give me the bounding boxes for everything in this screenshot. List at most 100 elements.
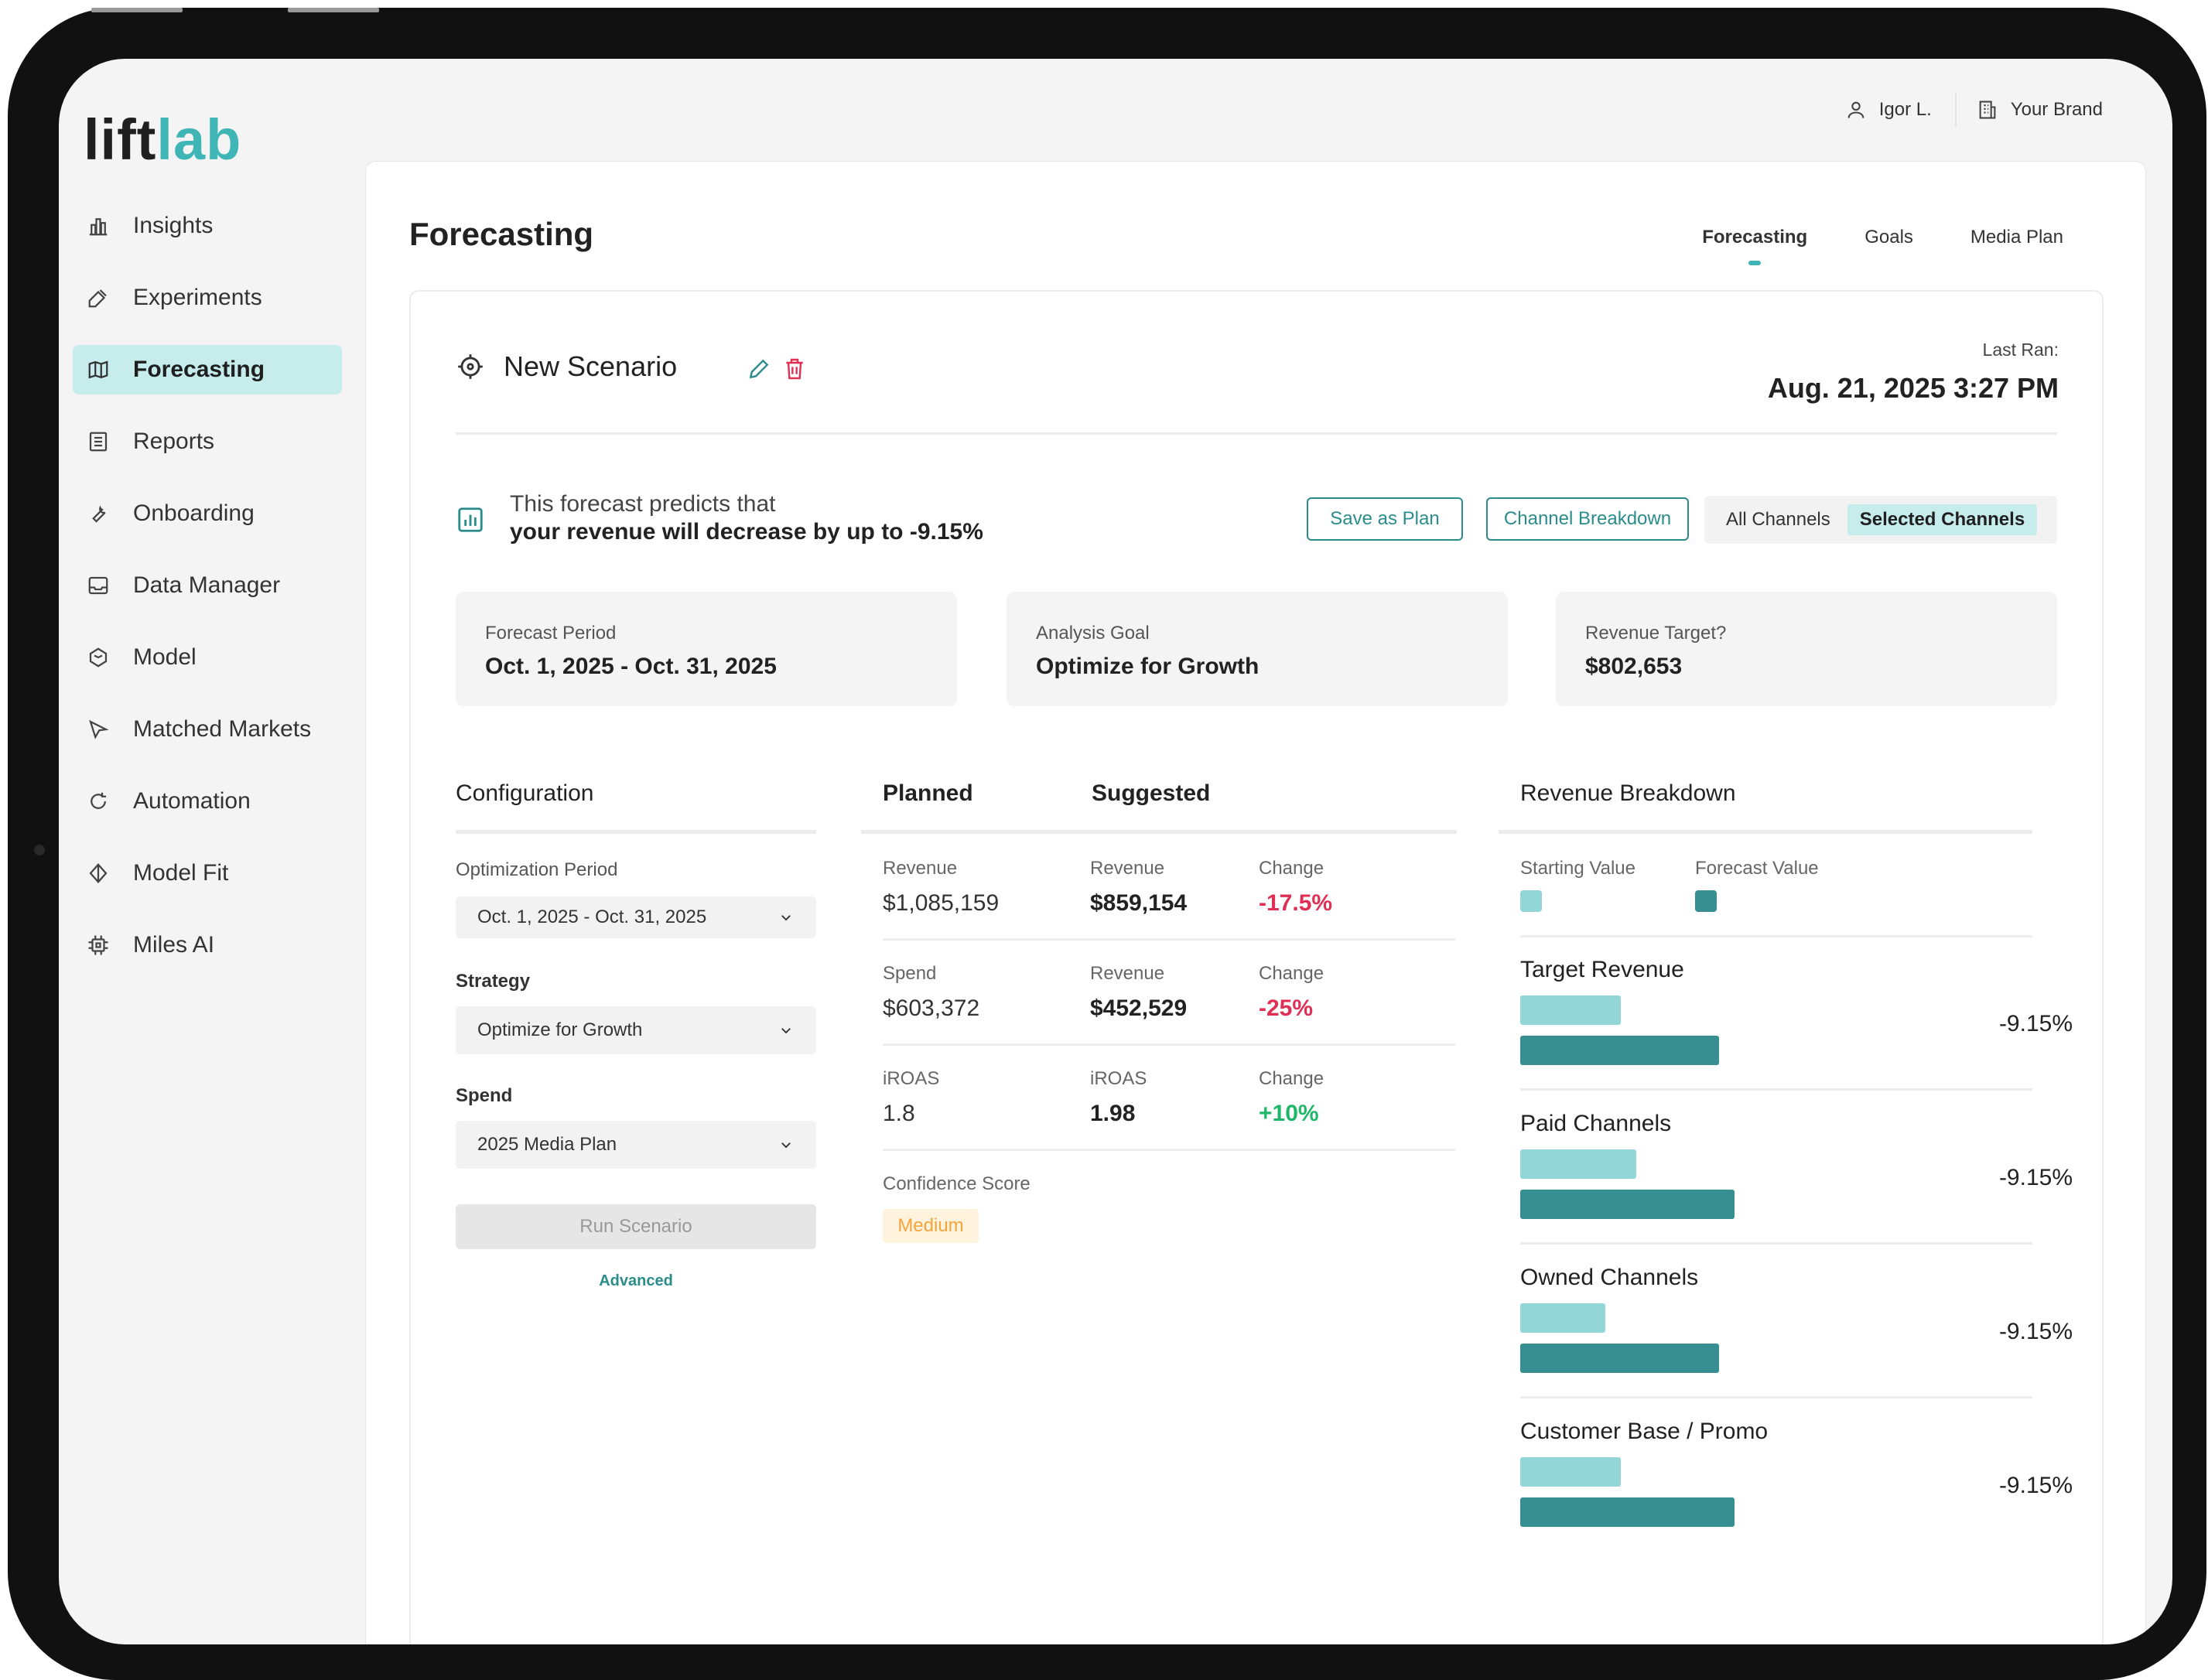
divider bbox=[1520, 1396, 2032, 1398]
suggested-spend-revenue: $452,529 bbox=[1090, 995, 1188, 1021]
sidebar-item-forecasting[interactable]: Forecasting bbox=[73, 345, 342, 394]
starting-value-bar bbox=[1520, 1303, 1605, 1333]
user-icon bbox=[1847, 101, 1864, 118]
optimization-period-label: Optimization Period bbox=[456, 859, 618, 880]
metric-label: Change bbox=[1259, 963, 1324, 984]
user-name[interactable]: Igor L. bbox=[1878, 99, 1932, 120]
sidebar-item-miles-ai[interactable]: Miles AI bbox=[73, 920, 342, 970]
sidebar-item-label: Automation bbox=[133, 788, 251, 814]
tab-media-plan[interactable]: Media Plan bbox=[1970, 227, 2063, 248]
stat-value: $802,653 bbox=[1585, 654, 1683, 679]
breakdown-item-title: Customer Base / Promo bbox=[1520, 1419, 1769, 1444]
sidebar-item-label: Experiments bbox=[133, 285, 262, 310]
metric-label: Revenue bbox=[1090, 963, 1165, 984]
starting-value-bar bbox=[1520, 1149, 1636, 1179]
stat-value: Oct. 1, 2025 - Oct. 31, 2025 bbox=[485, 654, 777, 679]
metric-label: Revenue bbox=[1090, 858, 1165, 879]
chart-icon bbox=[458, 507, 483, 532]
sidebar-item-insights[interactable]: Insights bbox=[73, 201, 342, 251]
stat-analysis-goal: Analysis Goal Optimize for Growth bbox=[1007, 592, 1508, 706]
report-icon bbox=[89, 432, 108, 452]
sidebar: Insights Experiments Forecasting Reports… bbox=[73, 201, 342, 992]
save-as-plan-button[interactable]: Save as Plan bbox=[1307, 497, 1463, 541]
stat-forecast-period: Forecast Period Oct. 1, 2025 - Oct. 31, … bbox=[456, 592, 957, 706]
planned-title: Planned bbox=[883, 780, 973, 806]
suggested-revenue: $859,154 bbox=[1090, 890, 1188, 916]
sidebar-item-label: Miles AI bbox=[133, 932, 215, 958]
configuration-title: Configuration bbox=[456, 780, 594, 806]
advanced-link[interactable]: Advanced bbox=[599, 1272, 673, 1289]
brand-switcher[interactable]: Your Brand bbox=[2010, 99, 2103, 120]
spend-select[interactable]: 2025 Media Plan bbox=[456, 1121, 816, 1169]
sidebar-item-data-manager[interactable]: Data Manager bbox=[73, 561, 342, 610]
select-value: Oct. 1, 2025 - Oct. 31, 2025 bbox=[477, 907, 707, 927]
suggested-iroas: 1.98 bbox=[1090, 1101, 1136, 1126]
sidebar-item-automation[interactable]: Automation bbox=[73, 777, 342, 826]
breakdown-item-title: Owned Channels bbox=[1520, 1265, 1699, 1290]
stat-label: Analysis Goal bbox=[1036, 623, 1150, 644]
sidebar-item-label: Forecasting bbox=[133, 357, 265, 382]
last-ran-label: Last Ran: bbox=[1982, 340, 2059, 360]
divider bbox=[1520, 1242, 2032, 1245]
sidebar-item-label: Model bbox=[133, 644, 197, 670]
logo[interactable]: liftlab bbox=[84, 108, 242, 172]
sidebar-item-label: Model Fit bbox=[133, 860, 229, 886]
divider bbox=[456, 830, 816, 834]
sidebar-item-model[interactable]: Model bbox=[73, 633, 342, 682]
planned-revenue: $1,085,159 bbox=[883, 890, 1000, 916]
tab-goals[interactable]: Goals bbox=[1864, 227, 1913, 248]
toggle-selected-channels[interactable]: Selected Channels bbox=[1847, 504, 2038, 535]
sidebar-item-onboarding[interactable]: Onboarding bbox=[73, 489, 342, 538]
tab-forecasting[interactable]: Forecasting bbox=[1702, 227, 1808, 265]
strategy-select[interactable]: Optimize for Growth bbox=[456, 1006, 816, 1054]
breakdown-item-title: Paid Channels bbox=[1520, 1111, 1672, 1136]
wrench-icon bbox=[92, 505, 106, 523]
divider bbox=[861, 830, 1457, 834]
channel-breakdown-button[interactable]: Channel Breakdown bbox=[1486, 497, 1689, 541]
markets-icon bbox=[89, 719, 109, 739]
bar-chart-icon bbox=[89, 218, 108, 236]
toggle-all-channels[interactable]: All Channels bbox=[1726, 509, 1830, 530]
iroas-change: +10% bbox=[1259, 1101, 1319, 1126]
breakdown-change: -9.15% bbox=[1998, 1011, 2073, 1036]
scenario-name: New Scenario bbox=[504, 350, 678, 382]
stat-label: Forecast Period bbox=[485, 623, 617, 644]
divider bbox=[883, 1043, 1455, 1046]
breakdown-item-title: Target Revenue bbox=[1520, 957, 1684, 982]
optimization-period-select[interactable]: Oct. 1, 2025 - Oct. 31, 2025 bbox=[456, 896, 816, 938]
trash-icon[interactable] bbox=[782, 357, 807, 381]
metric-label: iROAS bbox=[883, 1068, 940, 1089]
suggested-title: Suggested bbox=[1092, 780, 1211, 806]
chevron-down-icon bbox=[781, 1028, 791, 1034]
starting-value-bar bbox=[1520, 1457, 1621, 1487]
pipette-icon bbox=[88, 289, 107, 308]
sidebar-item-label: Insights bbox=[133, 213, 214, 238]
device-frame: liftlab Insights Experiments Forecasting… bbox=[8, 8, 2206, 1680]
metric-label: Spend bbox=[883, 963, 937, 984]
sidebar-item-reports[interactable]: Reports bbox=[73, 417, 342, 466]
legend-swatch-forecast bbox=[1695, 890, 1717, 912]
sidebar-item-matched-markets[interactable]: Matched Markets bbox=[73, 705, 342, 754]
device-button bbox=[91, 8, 183, 12]
sidebar-item-experiments[interactable]: Experiments bbox=[73, 273, 342, 323]
forecast-value-bar bbox=[1520, 1497, 1735, 1527]
inbox-icon bbox=[88, 576, 108, 595]
metric-label: Revenue bbox=[883, 858, 958, 879]
sidebar-item-model-fit[interactable]: Model Fit bbox=[73, 849, 342, 898]
page-title: Forecasting bbox=[409, 216, 594, 252]
sidebar-item-label: Data Manager bbox=[133, 572, 281, 598]
legend-swatch-start bbox=[1520, 890, 1542, 912]
divider bbox=[883, 1149, 1455, 1151]
run-scenario-button[interactable]: Run Scenario bbox=[456, 1204, 816, 1249]
pencil-icon[interactable] bbox=[747, 357, 771, 381]
refresh-icon bbox=[91, 792, 106, 809]
divider bbox=[883, 938, 1455, 941]
target-icon bbox=[458, 354, 483, 379]
select-value: Optimize for Growth bbox=[477, 1019, 643, 1040]
top-account-bar: Igor L. Your Brand bbox=[1845, 93, 2103, 127]
forecast-value-bar bbox=[1520, 1036, 1719, 1065]
stat-label: Revenue Target? bbox=[1585, 623, 1727, 644]
confidence-label: Confidence Score bbox=[883, 1173, 1031, 1194]
sidebar-item-label: Matched Markets bbox=[133, 716, 312, 742]
divider bbox=[1499, 830, 2032, 834]
